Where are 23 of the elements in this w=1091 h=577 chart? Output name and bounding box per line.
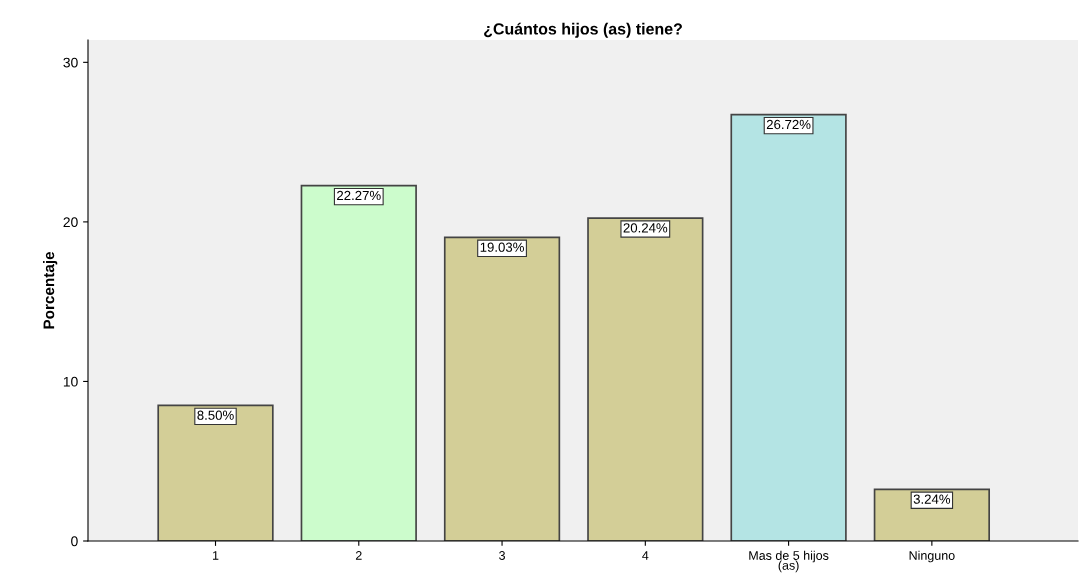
y-tick-label: 30 bbox=[63, 57, 78, 68]
data-label: 22.27% bbox=[337, 190, 381, 201]
bar bbox=[587, 217, 704, 541]
x-tick-label: Ninguno bbox=[909, 550, 955, 563]
y-axis-title: Porcentaje bbox=[43, 251, 58, 329]
chart-title: ¿Cuántos hijos (as) tiene? bbox=[484, 22, 682, 38]
data-label: 26.72% bbox=[766, 119, 811, 130]
x-tick-label: 2 bbox=[355, 551, 362, 560]
y-tick-label: 20 bbox=[63, 217, 78, 228]
data-label: 20.24% bbox=[623, 223, 668, 233]
x-tick-label: 3 bbox=[499, 551, 505, 560]
data-label: 19.03% bbox=[480, 242, 524, 252]
bar bbox=[730, 113, 847, 541]
data-label: 3.24% bbox=[913, 494, 951, 504]
x-tick-label: Mas de 5 hijos (as) bbox=[749, 550, 829, 573]
bar bbox=[300, 184, 417, 541]
bar bbox=[443, 236, 561, 541]
y-tick-label: 0 bbox=[71, 536, 78, 547]
y-tick-label: 10 bbox=[63, 376, 78, 387]
x-tick-label: 1 bbox=[212, 551, 219, 560]
data-label: 8.50% bbox=[197, 410, 234, 420]
x-tick-label: 4 bbox=[642, 551, 649, 560]
bar bbox=[157, 404, 274, 541]
